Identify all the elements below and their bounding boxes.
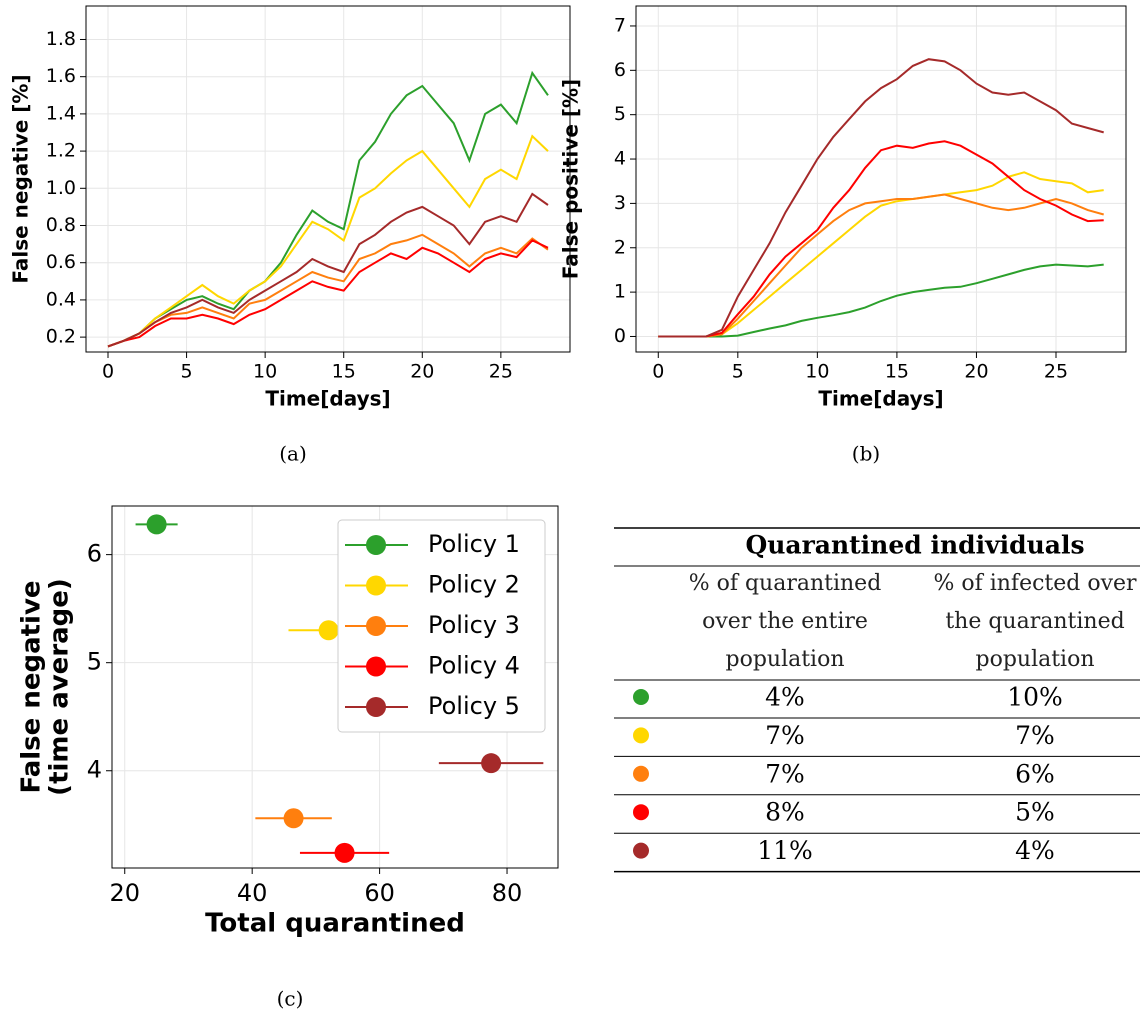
series-line xyxy=(107,233,549,348)
series-line xyxy=(107,239,549,348)
column-header: % of quarantined xyxy=(689,571,882,596)
row-color-dot xyxy=(633,804,649,821)
table-cell: 4% xyxy=(1015,836,1055,865)
y-tick-label: 7 xyxy=(614,14,626,36)
y-tick-label: 1.4 xyxy=(46,102,76,124)
y-tick-label: 6 xyxy=(87,540,102,568)
legend-marker xyxy=(366,535,386,555)
axes-frame xyxy=(635,5,1127,353)
column-header: over the entire xyxy=(702,609,868,634)
x-tick-label: 15 xyxy=(885,361,909,383)
x-tick-label: 25 xyxy=(489,361,513,383)
series-line xyxy=(658,263,1104,338)
row-color-dot xyxy=(633,842,649,859)
series-line xyxy=(658,140,1104,338)
y-tick-label: 2 xyxy=(614,236,626,258)
y-axis-label: False negative [%] xyxy=(9,74,33,283)
table-cell: 7% xyxy=(1015,721,1055,750)
y-tick-label: 3 xyxy=(614,192,626,214)
y-tick-label: 1.0 xyxy=(46,177,76,199)
series-line xyxy=(658,193,1104,338)
x-tick-label: 20 xyxy=(109,879,140,907)
x-tick-label: 0 xyxy=(652,361,664,383)
point xyxy=(318,620,339,641)
series-line xyxy=(658,58,1104,338)
row-color-dot xyxy=(633,765,649,782)
row-color-dot xyxy=(633,689,649,705)
y-tick-label: 4 xyxy=(87,756,102,784)
point xyxy=(283,808,304,829)
legend-marker xyxy=(366,697,386,717)
table-cell: 8% xyxy=(765,798,805,827)
axes-frame xyxy=(111,505,559,869)
y-tick-label: 0 xyxy=(614,325,626,347)
legend-label: Policy 3 xyxy=(428,611,520,639)
table-cell: 7% xyxy=(765,759,805,788)
axes-frame xyxy=(85,5,571,353)
table-cell: 11% xyxy=(757,836,813,865)
point xyxy=(334,842,355,863)
caption: (a) xyxy=(279,442,307,466)
y-tick-label: 0.4 xyxy=(46,288,76,310)
table-cell: 6% xyxy=(1015,759,1055,788)
y-tick-label: 5 xyxy=(614,103,626,125)
y-tick-label: 6 xyxy=(614,59,626,81)
table-cell: 4% xyxy=(765,683,805,712)
caption: (b) xyxy=(852,442,880,466)
y-tick-label: 0.8 xyxy=(46,214,76,236)
column-header: the quarantined xyxy=(945,609,1124,634)
column-header: % of infected over xyxy=(933,571,1137,596)
x-tick-label: 40 xyxy=(237,879,268,907)
x-tick-label: 15 xyxy=(332,361,356,383)
x-tick-label: 5 xyxy=(732,361,744,383)
x-tick-label: 80 xyxy=(492,879,523,907)
point xyxy=(146,514,167,535)
column-header: population xyxy=(975,647,1094,672)
y-tick-label: 1.2 xyxy=(46,140,76,162)
y-tick-label: 1.6 xyxy=(46,65,76,87)
caption: (c) xyxy=(277,987,304,1011)
x-tick-label: 0 xyxy=(102,361,114,383)
legend-marker xyxy=(366,656,386,677)
series-line xyxy=(658,171,1104,338)
y-axis-label: (time average) xyxy=(45,578,75,796)
legend-label: Policy 4 xyxy=(428,652,520,680)
table-cell: 7% xyxy=(765,721,805,750)
y-tick-label: 0.2 xyxy=(46,326,76,348)
legend-marker xyxy=(366,616,386,636)
y-axis-label: False negative xyxy=(17,580,47,793)
x-axis-label: Total quarantined xyxy=(205,909,465,939)
x-tick-label: 60 xyxy=(364,879,395,907)
column-header: population xyxy=(725,647,844,672)
legend-label: Policy 2 xyxy=(428,571,520,599)
x-tick-label: 5 xyxy=(181,361,193,383)
x-axis-label: Time[days] xyxy=(818,387,943,411)
x-tick-label: 10 xyxy=(253,361,277,383)
legend-marker xyxy=(366,575,386,596)
y-tick-label: 4 xyxy=(614,148,626,170)
y-tick-label: 1.8 xyxy=(46,28,76,50)
legend-box xyxy=(337,519,546,733)
row-color-dot xyxy=(633,727,649,744)
y-tick-label: 5 xyxy=(87,648,102,676)
x-tick-label: 20 xyxy=(964,361,988,383)
point xyxy=(481,753,502,774)
series-line xyxy=(107,70,549,348)
table-cell: 10% xyxy=(1007,683,1063,712)
x-axis-label: Time[days] xyxy=(265,387,390,411)
legend-label: Policy 1 xyxy=(428,530,520,558)
x-tick-label: 10 xyxy=(805,361,829,383)
legend-label: Policy 5 xyxy=(428,692,520,720)
table-cell: 5% xyxy=(1015,798,1055,827)
y-axis-label: False positive [%] xyxy=(559,79,583,279)
series-line xyxy=(107,134,549,348)
table-title: Quarantined individuals xyxy=(745,531,1084,560)
series-line xyxy=(107,192,549,348)
x-tick-label: 25 xyxy=(1044,361,1068,383)
y-tick-label: 0.6 xyxy=(46,251,76,273)
x-tick-label: 20 xyxy=(410,361,434,383)
y-tick-label: 1 xyxy=(614,281,626,303)
